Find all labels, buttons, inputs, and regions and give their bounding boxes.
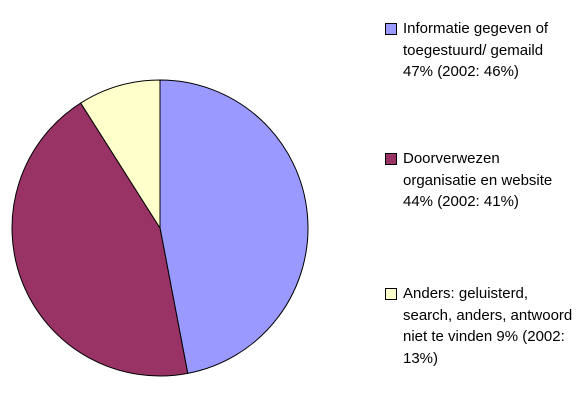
legend-swatch — [385, 288, 397, 300]
legend-label: Doorverwezen organisatie en website 44% … — [403, 150, 557, 210]
legend-label: Anders: geluisterd, search, anders, antw… — [403, 285, 577, 367]
pie-slice — [159, 79, 309, 374]
pie-area — [11, 79, 309, 377]
pie-slice — [80, 79, 161, 230]
legend-swatch — [385, 23, 397, 35]
legend-swatch — [385, 153, 397, 165]
legend-label: Informatie gegeven of toegestuurd/ gemai… — [403, 20, 553, 80]
legend-item: Anders: geluisterd, search, anders, antw… — [385, 283, 575, 369]
pie-slice — [11, 102, 189, 377]
legend-item: Informatie gegeven of toegestuurd/ gemai… — [385, 18, 575, 83]
legend-item: Doorverwezen organisatie en website 44% … — [385, 148, 575, 213]
